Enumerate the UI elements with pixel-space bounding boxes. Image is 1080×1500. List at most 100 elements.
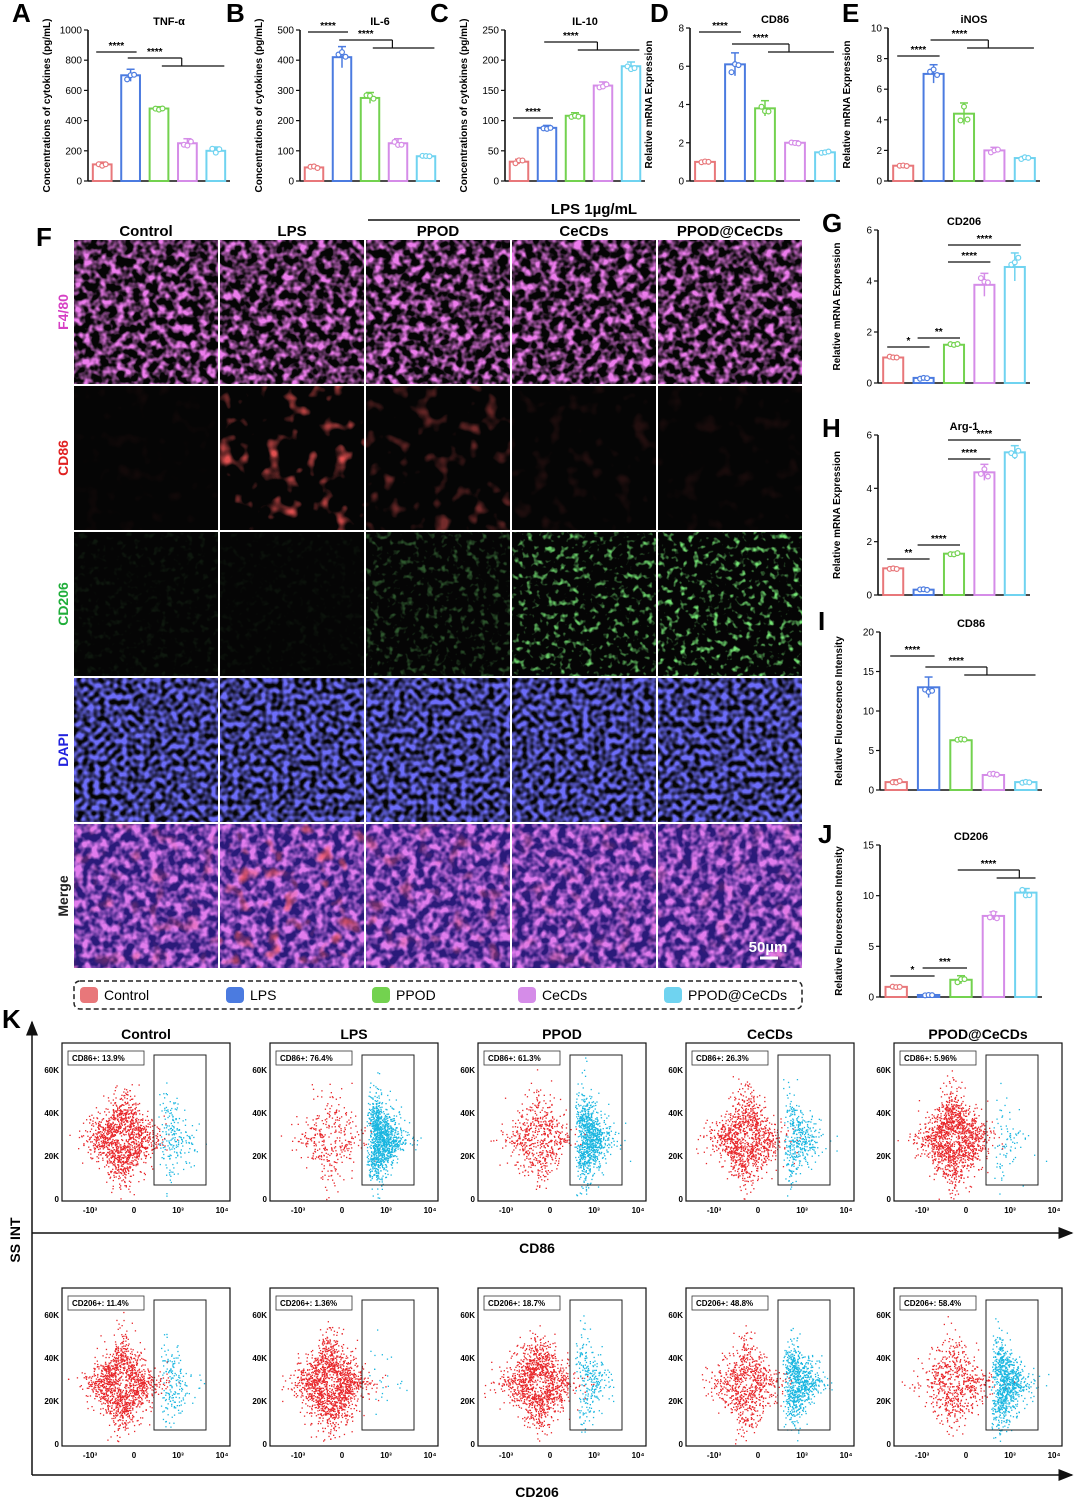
flow-event (129, 1109, 131, 1111)
flow-event (374, 1173, 376, 1176)
flow-x-tick: 0 (132, 1206, 137, 1215)
legend-swatch-CeCDs (518, 987, 536, 1003)
flow-event (387, 1129, 389, 1131)
flow-event (378, 1116, 380, 1118)
flow-event (113, 1176, 115, 1178)
flow-event (595, 1161, 597, 1163)
flow-event (530, 1127, 533, 1129)
flow-event (172, 1115, 174, 1118)
flow-event (96, 1139, 99, 1141)
flow-event (106, 1132, 108, 1134)
flow-event (385, 1129, 387, 1132)
flow-event (108, 1122, 110, 1124)
column-label: PPOD@CeCDs (677, 223, 783, 240)
flow-event (534, 1157, 536, 1159)
flow-event (122, 1174, 124, 1176)
data-point (924, 375, 931, 382)
flow-event (176, 1109, 178, 1111)
flow-event (579, 1154, 581, 1156)
flow-event (379, 1141, 381, 1143)
flow-event (114, 1110, 116, 1112)
flow-event (587, 1115, 589, 1117)
flow-event (344, 1133, 346, 1135)
flow-event (577, 1083, 579, 1085)
flow-event (108, 1166, 110, 1168)
flow-event (523, 1153, 525, 1155)
flow-event (185, 1162, 188, 1164)
flow-event (576, 1194, 578, 1196)
flow-event (107, 1148, 110, 1151)
flow-event (589, 1095, 591, 1097)
flow-event (590, 1143, 592, 1145)
flow-event (168, 1155, 171, 1158)
flow-event (376, 1108, 378, 1110)
flow-event (111, 1118, 113, 1120)
flow-event (586, 1119, 588, 1121)
flow-event (123, 1161, 125, 1163)
flow-event (590, 1132, 592, 1134)
flow-event (334, 1168, 336, 1170)
flow-event (119, 1172, 122, 1174)
flow-event (89, 1149, 91, 1151)
flow-event (382, 1111, 385, 1113)
flow-event (119, 1122, 121, 1124)
flow-event (558, 1122, 560, 1124)
flow-event (188, 1162, 191, 1164)
data-point (314, 165, 321, 172)
flow-event (591, 1147, 593, 1149)
flow-event (98, 1125, 100, 1127)
flow-event (145, 1128, 147, 1130)
flow-event (171, 1125, 173, 1127)
flow-event (589, 1158, 591, 1160)
flow-event (114, 1119, 116, 1121)
flow-event (117, 1164, 120, 1166)
flow-event (550, 1154, 552, 1156)
flow-event (536, 1142, 539, 1144)
micrograph-DAPI-Control (74, 678, 218, 822)
flow-event (604, 1144, 606, 1146)
flow-event (579, 1164, 581, 1166)
flow-event (376, 1168, 379, 1170)
flow-event (529, 1124, 532, 1126)
flow-y-tick: 20K (460, 1152, 475, 1161)
flow-event (128, 1170, 130, 1172)
flow-event (558, 1141, 560, 1144)
flow-event (129, 1134, 132, 1136)
flow-event (377, 1152, 379, 1154)
flow-event (376, 1135, 378, 1138)
flow-event (383, 1161, 386, 1163)
flow-event (374, 1153, 376, 1156)
flow-event (377, 1149, 379, 1151)
flow-event (384, 1149, 386, 1152)
flow-event (135, 1128, 137, 1130)
flow-event (370, 1152, 373, 1154)
flow-event (122, 1160, 125, 1162)
flow-event (119, 1151, 121, 1154)
flow-event (381, 1139, 383, 1141)
flow-event (400, 1130, 402, 1132)
flow-event (583, 1095, 586, 1097)
flow-event (556, 1144, 558, 1146)
flow-event (306, 1167, 308, 1169)
flow-event (122, 1133, 125, 1135)
flow-event (120, 1110, 123, 1112)
flow-event (524, 1144, 526, 1146)
flow-event (315, 1145, 317, 1147)
flow-event (107, 1173, 110, 1176)
flow-event (350, 1127, 352, 1129)
flow-event (590, 1148, 593, 1150)
flow-event (177, 1103, 179, 1105)
flow-event (590, 1156, 592, 1159)
flow-event (392, 1128, 394, 1130)
flow-event (374, 1107, 376, 1109)
flow-event (608, 1147, 610, 1149)
flow-event (525, 1131, 527, 1133)
flow-event (524, 1148, 526, 1150)
flow-event (113, 1129, 115, 1131)
flow-event (407, 1131, 409, 1134)
flow-event (385, 1147, 387, 1149)
flow-event (384, 1129, 386, 1132)
flow-event (591, 1155, 593, 1157)
flow-event (114, 1117, 116, 1120)
flow-event (384, 1148, 386, 1150)
